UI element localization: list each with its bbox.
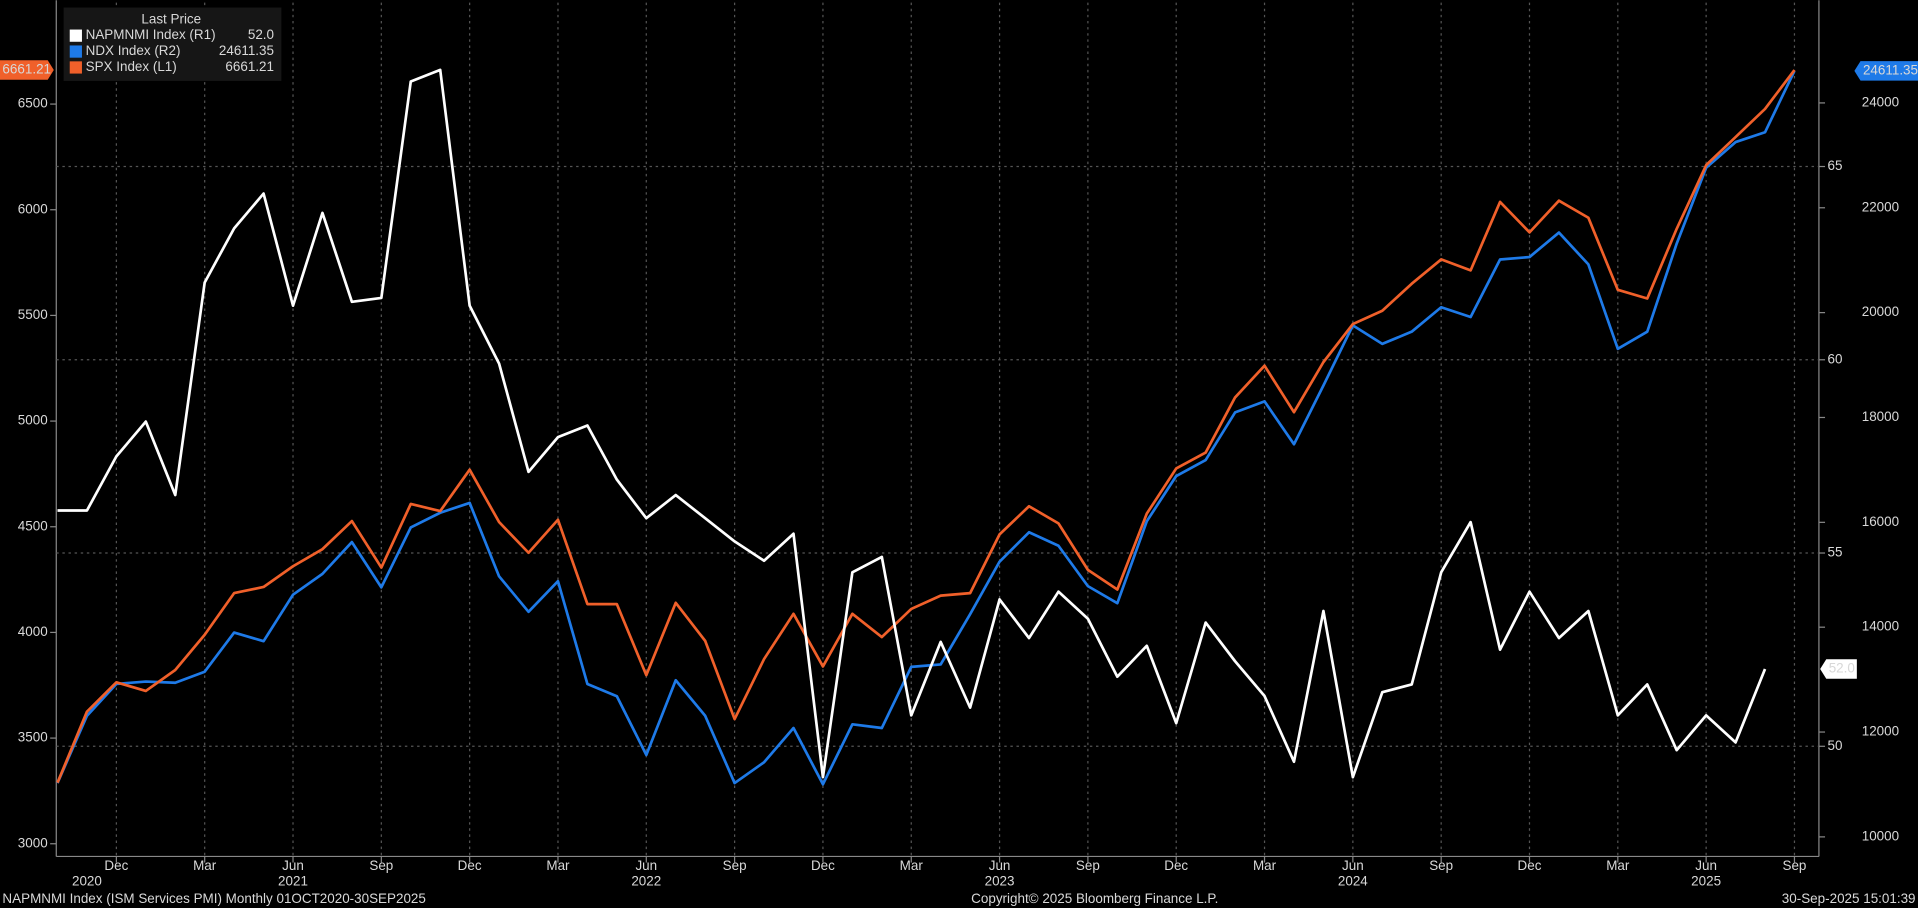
legend-swatch [69, 29, 82, 42]
y2-tick-label: 14000 [1862, 619, 1899, 634]
x-tick-label: Mar [1606, 858, 1630, 873]
x-year-label: 2022 [631, 874, 661, 889]
x-year-label: 2024 [1338, 874, 1368, 889]
legend-label: NAPMNMI Index (R1) [86, 27, 216, 42]
x-year-label: 2021 [278, 874, 308, 889]
y-tick-label: 4000 [18, 624, 48, 639]
y2-tick-label: 12000 [1862, 724, 1899, 739]
x-tick-label: Jun [1342, 858, 1364, 873]
last-value-label: 6661.21 [2, 62, 51, 77]
footer-right: 30-Sep-2025 15:01:39 [1782, 891, 1916, 906]
x-year-label: 2023 [985, 874, 1015, 889]
last-value-badge [0, 60, 54, 80]
x-tick-label: Mar [900, 858, 924, 873]
y2-tick-label: 18000 [1862, 409, 1899, 424]
x-tick-label: Dec [104, 858, 128, 873]
x-tick-label: Jun [282, 858, 304, 873]
x-tick-label: Jun [1695, 858, 1717, 873]
x-tick-label: Dec [1164, 858, 1188, 873]
y3-tick-label: 50 [1827, 738, 1842, 753]
legend-swatch [69, 45, 82, 58]
y2-tick-label: 20000 [1862, 304, 1899, 319]
y-tick-label: 3000 [18, 835, 48, 850]
x-year-label: 2025 [1691, 874, 1721, 889]
grid [56, 2, 1819, 857]
y-tick-label: 5500 [18, 307, 48, 322]
legend-last-value: 6661.21 [225, 59, 274, 74]
series-line [56, 70, 1796, 786]
y-tick-label: 6000 [18, 201, 48, 216]
series-line [56, 69, 1796, 784]
y3-tick-label: 60 [1827, 351, 1842, 366]
y-tick-label: 6500 [18, 96, 48, 111]
y3-tick-label: 55 [1827, 545, 1842, 560]
x-tick-label: Jun [989, 858, 1011, 873]
x-year-label: 2020 [72, 874, 102, 889]
series-line [57, 68, 1767, 779]
x-tick-label: Mar [193, 858, 217, 873]
x-tick-label: Sep [1429, 858, 1453, 873]
y3-tick-label: 65 [1827, 158, 1842, 173]
x-tick-label: Dec [458, 858, 482, 873]
last-value-label: 24611.35 [1863, 62, 1918, 77]
lines [56, 68, 1796, 786]
y2-tick-label: 10000 [1862, 828, 1899, 843]
x-tick-label: Sep [1076, 858, 1100, 873]
last-value-label: 52.0 [1829, 661, 1855, 676]
legend-box [63, 7, 282, 81]
x-tick-label: Mar [1253, 858, 1277, 873]
last-value-badge [1854, 61, 1918, 81]
legend-title: Last Price [141, 11, 201, 26]
last-value-badge [1820, 659, 1857, 679]
legend-last-value: 52.0 [248, 27, 274, 42]
x-tick-label: Dec [1518, 858, 1542, 873]
y2-tick-label: 24000 [1862, 94, 1899, 109]
legend-last-value: 24611.35 [219, 43, 274, 58]
x-tick-label: Dec [811, 858, 835, 873]
legend-label: SPX Index (L1) [86, 59, 177, 74]
x-tick-label: Sep [369, 858, 393, 873]
x-tick-label: Jun [635, 858, 657, 873]
legend-label: NDX Index (R2) [86, 43, 181, 58]
footer-left: NAPMNMI Index (ISM Services PMI) Monthly… [2, 891, 425, 906]
y-tick-label: 5000 [18, 413, 48, 428]
x-tick-label: Sep [723, 858, 747, 873]
y-tick-label: 3500 [18, 730, 48, 745]
x-tick-label: Sep [1782, 858, 1806, 873]
y2-tick-label: 16000 [1862, 514, 1899, 529]
legend-swatch [69, 61, 82, 74]
y2-tick-label: 22000 [1862, 199, 1899, 214]
y-tick-label: 4500 [18, 518, 48, 533]
footer-center: Copyright© 2025 Bloomberg Finance L.P. [971, 891, 1218, 906]
x-tick-label: Mar [546, 858, 570, 873]
